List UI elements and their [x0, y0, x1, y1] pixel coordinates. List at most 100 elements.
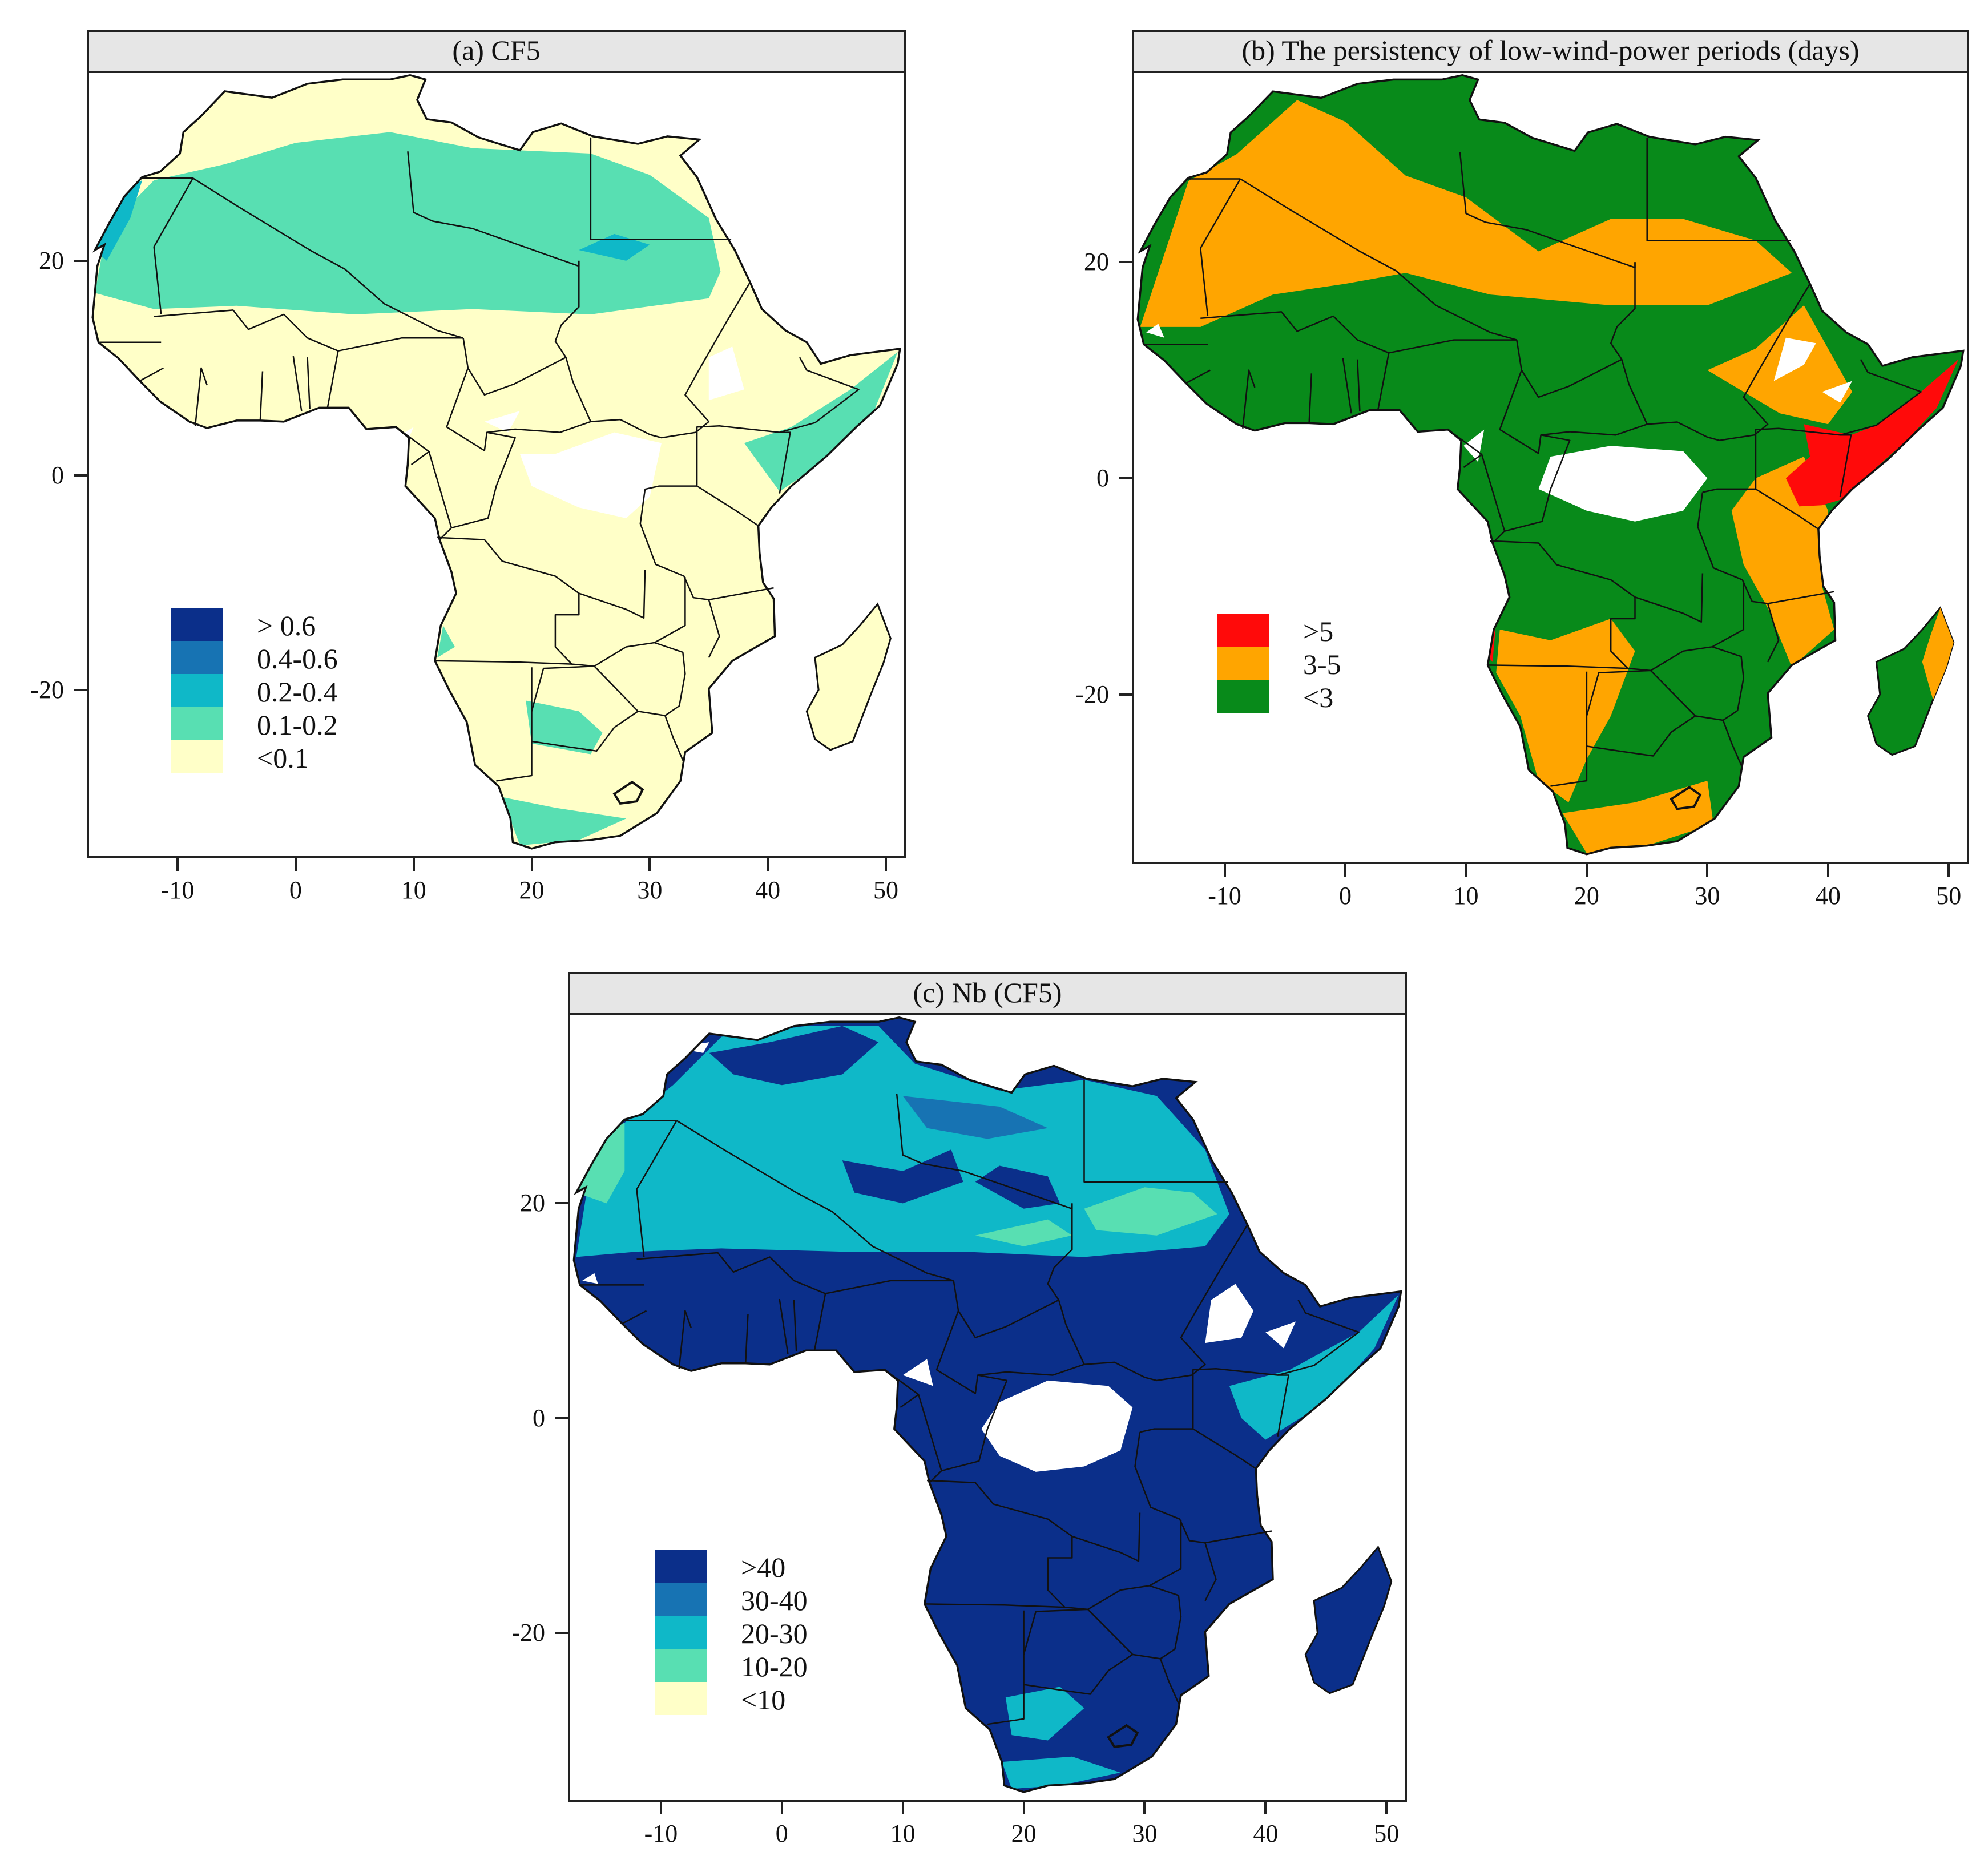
- country-border: [1071, 1512, 1141, 1562]
- panel-c-map-frame: [568, 1013, 1407, 1802]
- y-tick-mark: [1119, 477, 1132, 479]
- y-tick-label: -20: [511, 1619, 545, 1647]
- x-tick-label: 40: [1253, 1819, 1279, 1847]
- country-border: [192, 177, 463, 339]
- value-region-pers_3_5: [1496, 619, 1635, 802]
- country-border: [813, 1293, 826, 1351]
- panel-b-map: [1136, 74, 1965, 856]
- legend-label: 10-20: [741, 1651, 808, 1683]
- country-border: [1277, 1300, 1360, 1376]
- value-region-pers_3_5: [1731, 457, 1834, 668]
- x-tick-mark: [767, 858, 769, 871]
- x-tick-mark: [1465, 864, 1467, 877]
- legend-label: 0.2-0.4: [257, 676, 338, 708]
- lesotho-border: [1670, 785, 1702, 810]
- nodata-region: [1265, 1321, 1296, 1349]
- legend-swatch: [1217, 614, 1269, 647]
- legend-swatch: [171, 641, 223, 674]
- x-tick-mark: [412, 858, 415, 871]
- country-borders: [91, 74, 901, 850]
- legend-swatch: [655, 1649, 707, 1682]
- madagascar-outline: [1304, 1545, 1393, 1694]
- country-border: [139, 367, 164, 382]
- x-tick-label: 0: [1339, 882, 1352, 910]
- country-border: [1139, 1428, 1257, 1470]
- panel-a-title: (a) CF5: [87, 30, 906, 71]
- country-border: [437, 536, 595, 667]
- x-tick-label: 20: [519, 876, 545, 904]
- y-tick-label: -20: [30, 675, 64, 704]
- value-region-cf_01_02: [744, 352, 898, 491]
- country-border: [1192, 1367, 1289, 1437]
- country-border: [554, 260, 751, 439]
- x-tick-label: 30: [637, 876, 663, 904]
- country-border: [941, 1374, 1008, 1472]
- lesotho-border: [1107, 1724, 1139, 1748]
- country-border: [1755, 427, 1852, 497]
- panel-a-map: [91, 74, 901, 850]
- nodata-region: [1146, 324, 1164, 338]
- value-region-cf_gt06: [842, 1149, 963, 1204]
- legend-swatch: [1217, 647, 1269, 680]
- country-border: [462, 338, 567, 396]
- y-tick-mark: [1119, 693, 1132, 696]
- country-border: [924, 1603, 1065, 1608]
- country-border: [1487, 664, 1628, 669]
- country-border: [292, 356, 303, 411]
- country-border: [1047, 1203, 1248, 1382]
- legend-label: > 0.6: [257, 610, 316, 642]
- x-tick-label: 20: [1011, 1819, 1037, 1847]
- country-border: [1023, 1608, 1181, 1706]
- y-tick-label: 20: [1084, 248, 1109, 276]
- coastline: [572, 1016, 1402, 1793]
- country-border: [1550, 671, 1588, 787]
- country-border: [1712, 580, 1745, 648]
- legend-label: <0.1: [257, 742, 309, 774]
- nodata-region: [1773, 337, 1816, 381]
- y-tick-mark: [74, 688, 87, 691]
- x-tick-mark: [294, 858, 297, 871]
- y-tick-label: 0: [1096, 463, 1109, 492]
- country-borders: [572, 1016, 1402, 1793]
- panel-a-map-frame: [87, 71, 906, 858]
- country-border: [884, 1369, 920, 1409]
- legend-label: 30-40: [741, 1584, 808, 1616]
- country-borders: [1136, 74, 1965, 856]
- country-border: [154, 309, 463, 352]
- value-region-cf_01_02: [437, 625, 455, 658]
- nodata-regions: [1146, 324, 1853, 522]
- nodata-region: [582, 1273, 598, 1284]
- value-region-cf_02_04: [1005, 1687, 1084, 1741]
- country-border: [1586, 715, 1696, 757]
- value-region-cf_01_02: [526, 700, 603, 755]
- country-border: [1149, 1520, 1182, 1587]
- x-tick-label: 50: [873, 876, 898, 904]
- country-border: [1650, 646, 1745, 721]
- country-border: [1635, 573, 1704, 623]
- country-border: [927, 1479, 1088, 1611]
- value-region-cf_01_02: [1084, 1187, 1217, 1236]
- country-border: [1087, 1585, 1182, 1660]
- madagascar-island: [1866, 606, 1955, 756]
- value-region-cf_02_04: [1002, 1756, 1121, 1789]
- country-border: [1200, 178, 1241, 317]
- x-tick-label: 40: [755, 876, 781, 904]
- nodata-region: [484, 411, 520, 433]
- country-border: [644, 485, 759, 527]
- legend-swatch: [1217, 680, 1269, 713]
- x-tick-label: -10: [1208, 882, 1241, 910]
- country-border: [307, 357, 311, 409]
- x-tick-label: 30: [1695, 882, 1720, 910]
- legend-swatch: [655, 1616, 707, 1649]
- value-region-pers_3_5: [1562, 781, 1713, 853]
- panel-c-title: (c) Nb (CF5): [568, 972, 1407, 1013]
- x-tick-label: -10: [160, 876, 195, 904]
- value-region-cf_01_02: [95, 132, 721, 314]
- country-border: [1767, 603, 1780, 663]
- country-border: [1840, 359, 1922, 436]
- value-regions: [95, 132, 898, 846]
- x-tick-label: 10: [401, 876, 426, 904]
- country-border: [1200, 311, 1517, 354]
- country-border: [531, 711, 639, 752]
- x-tick-label: 10: [1453, 882, 1479, 910]
